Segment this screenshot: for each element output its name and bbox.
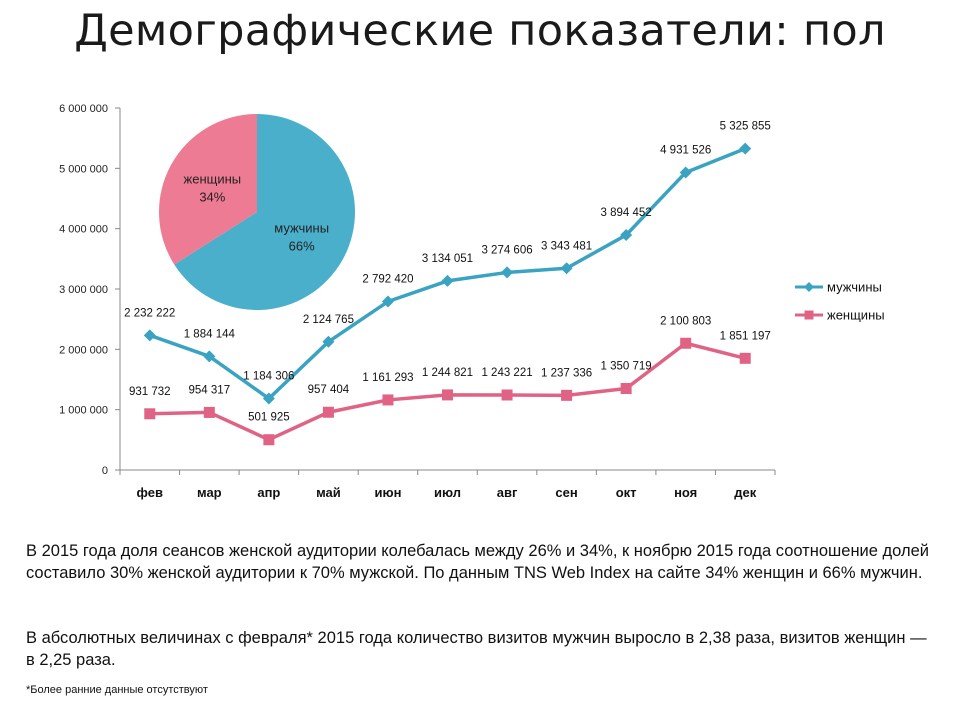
data-point — [203, 406, 215, 418]
series-women: 931 732 954 317 501 925 957 404 1 161 293 1 2… — [129, 315, 771, 446]
data-point — [381, 295, 394, 308]
series-men: 2 232 222 1 884 144 1 184 306 2 124 765 2 79… — [124, 121, 771, 405]
data-point — [561, 389, 573, 401]
pie-slice-label: женщины — [184, 171, 242, 186]
y-tick-label: 4 000 000 — [59, 224, 108, 236]
x-tick-label: апр — [257, 485, 280, 500]
y-tick-label: 0 — [102, 465, 108, 477]
data-label: 1 884 144 — [184, 328, 236, 340]
data-label: 1 184 306 — [243, 371, 294, 383]
data-point — [501, 266, 514, 279]
x-tick-label: фев — [137, 485, 163, 500]
data-label: 2 792 420 — [362, 274, 413, 286]
slide-title: Демографические показатели: пол — [74, 6, 886, 56]
data-label: 1 350 719 — [601, 361, 652, 373]
data-label: 4 931 526 — [660, 144, 711, 156]
data-label: 2 100 803 — [660, 315, 711, 327]
x-tick-label: мар — [197, 485, 222, 500]
footnote: *Более ранние данные отсутствуют — [26, 684, 208, 696]
legend-item: мужчины — [795, 280, 882, 295]
y-tick-label: 3 000 000 — [59, 284, 108, 296]
description-paragraph-2: В абсолютных величинах с февраля* 2015 г… — [26, 629, 927, 669]
legend-marker — [804, 310, 814, 320]
chart-axes: 0 1 000 000 2 000 000 3 000 000 4 000 000 5 0… — [59, 103, 776, 500]
data-label: 957 404 — [308, 384, 350, 396]
x-tick-label: сен — [555, 485, 577, 500]
pie-slice-label: мужчины — [274, 221, 329, 236]
data-point — [620, 229, 633, 242]
data-label: 3 343 481 — [541, 240, 592, 252]
data-point — [263, 434, 275, 446]
data-point — [679, 166, 692, 179]
data-label: 501 925 — [248, 412, 290, 424]
data-point — [144, 408, 156, 420]
data-label: 2 232 222 — [124, 307, 175, 319]
data-point — [739, 142, 752, 155]
pie-slice-value: 34% — [199, 189, 225, 204]
data-label: 5 325 855 — [720, 121, 771, 133]
data-label: 2 124 765 — [303, 314, 354, 326]
data-point — [322, 335, 335, 348]
data-label: 3 274 606 — [481, 244, 532, 256]
data-point — [680, 337, 692, 349]
pie-slice — [159, 114, 257, 265]
data-label: 931 732 — [129, 386, 171, 398]
data-point — [203, 350, 216, 363]
x-tick-label: дек — [734, 485, 756, 500]
x-tick-label: окт — [616, 485, 637, 500]
data-point — [262, 392, 275, 405]
data-label: 1 243 221 — [481, 367, 532, 379]
legend-label: женщины — [827, 308, 885, 323]
y-tick-label: 6 000 000 — [59, 103, 108, 115]
data-point — [441, 274, 454, 287]
data-point — [620, 383, 632, 395]
data-point — [560, 262, 573, 275]
pie-slice-value: 66% — [289, 239, 315, 254]
chart-legend: мужчины женщины — [795, 280, 885, 323]
data-label: 1 851 197 — [720, 330, 771, 342]
data-label: 3 894 452 — [601, 207, 652, 219]
pie-chart: мужчины 66% женщины 34% — [159, 114, 355, 310]
data-point — [322, 406, 334, 418]
data-point — [442, 389, 453, 401]
data-point — [501, 389, 513, 401]
pie-slice — [174, 114, 355, 310]
x-tick-label: ноя — [674, 485, 697, 500]
data-point — [143, 329, 156, 342]
data-point — [382, 394, 394, 406]
x-tick-label: июл — [434, 485, 461, 500]
data-label: 1 237 336 — [541, 367, 592, 379]
data-point — [739, 352, 751, 364]
chart-series: 2 232 222 1 884 144 1 184 306 2 124 765 2 79… — [124, 121, 771, 446]
x-tick-label: авг — [497, 485, 518, 500]
legend-marker — [804, 282, 814, 292]
y-tick-label: 2 000 000 — [59, 344, 108, 356]
legend-label: мужчины — [827, 280, 882, 295]
legend-item: женщины — [795, 308, 885, 323]
y-tick-label: 1 000 000 — [59, 405, 108, 417]
x-tick-label: июн — [374, 485, 401, 500]
data-label: 1 244 821 — [422, 367, 473, 379]
description-paragraph-1: В 2015 года доля сеансов женской аудитор… — [26, 542, 929, 582]
data-label: 1 161 293 — [362, 372, 413, 384]
y-tick-label: 5 000 000 — [59, 163, 108, 175]
data-label: 3 134 051 — [422, 253, 473, 265]
x-tick-label: май — [316, 485, 341, 500]
data-label: 954 317 — [189, 384, 231, 396]
chart: 0 1 000 000 2 000 000 3 000 000 4 000 000 5 0… — [59, 103, 885, 500]
